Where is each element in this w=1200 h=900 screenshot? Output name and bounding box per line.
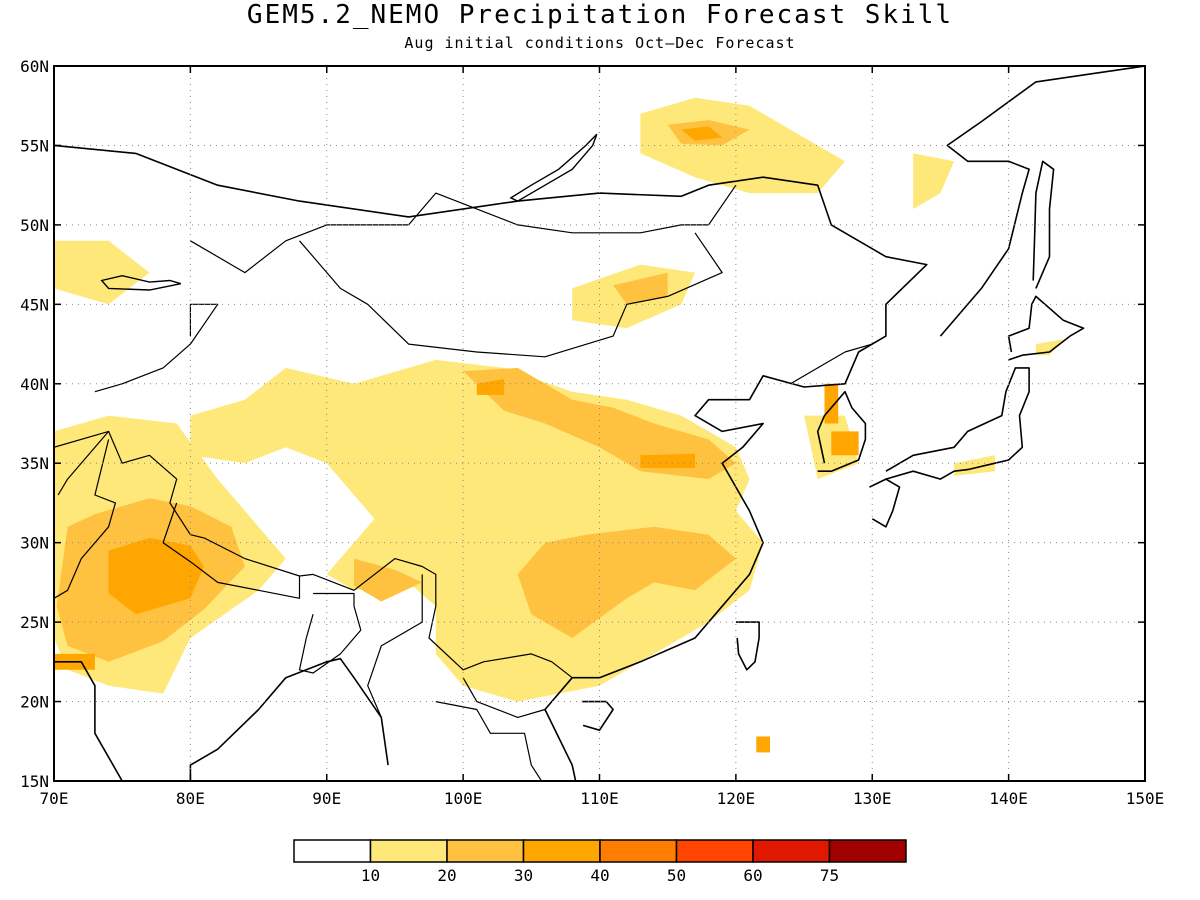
skill-region-darkorange (756, 736, 770, 753)
country-border (162, 502, 301, 599)
lat-tick-label: 35N (20, 454, 49, 473)
skill-region-darkorange (681, 126, 723, 141)
skill-region-orange (463, 367, 736, 480)
coastline (581, 700, 614, 732)
colorbar-label: 50 (667, 866, 686, 885)
lat-tick-label: 40N (20, 375, 49, 394)
colorbar-swatch (446, 839, 525, 863)
lat-tick-label: 30N (20, 534, 49, 553)
lon-tick-label: 70E (40, 789, 69, 808)
coastline (869, 478, 901, 528)
lon-tick-label: 140E (989, 789, 1028, 808)
country-border (367, 574, 423, 718)
country-border (313, 592, 355, 607)
skill-region-darkorange (476, 379, 504, 395)
lat-tick-label: 55N (20, 136, 49, 155)
skill-region-orange (354, 558, 423, 602)
country-border (299, 232, 723, 358)
skill-region-yellow (913, 153, 955, 209)
country-border (54, 439, 117, 599)
skill-region-yellow (640, 97, 845, 194)
coastline (816, 390, 867, 473)
colorbar-label: 10 (361, 866, 380, 885)
map-title: GEM5.2_NEMO Precipitation Forecast Skill (246, 0, 954, 30)
skill-region-orange (613, 272, 668, 305)
colorbar-swatch (369, 839, 448, 863)
colorbar-swatch (675, 839, 754, 863)
country-border (190, 184, 737, 274)
lon-tick-label: 80E (176, 789, 205, 808)
colorbar-swatch (522, 839, 601, 863)
country-border (54, 430, 110, 496)
colorbar-label: 30 (514, 866, 533, 885)
country-border (298, 606, 362, 674)
lon-tick-label: 100E (444, 789, 483, 808)
coastline (1032, 160, 1055, 289)
country-border (462, 677, 546, 719)
map-subtitle: Aug initial conditions Oct–Dec Forecast (404, 34, 796, 52)
coastline (54, 144, 928, 781)
country-border (435, 701, 543, 781)
coastline (54, 657, 389, 781)
coastline (735, 621, 760, 671)
coastline (885, 367, 1030, 480)
colorbar-swatch (293, 839, 372, 863)
colorbar-label: 20 (437, 866, 456, 885)
skill-region-darkorange (108, 537, 204, 615)
lat-tick-label: 25N (20, 613, 49, 632)
country-border (108, 431, 573, 679)
skill-region-yellow (954, 455, 995, 476)
lon-tick-label: 90E (312, 789, 341, 808)
skill-region-darkorange (824, 383, 839, 424)
lat-tick-label: 50N (20, 216, 49, 235)
lake-outline (100, 274, 181, 291)
lon-tick-label: 150E (1126, 789, 1165, 808)
coastlines (54, 66, 1145, 781)
lon-tick-label: 110E (580, 789, 619, 808)
skill-region-orange (517, 526, 736, 638)
lat-tick-label: 60N (20, 57, 49, 76)
skill-shading (54, 97, 1064, 753)
colorbar: 10 20 30 40 50 60 75 (293, 839, 907, 885)
colorbar-swatch (828, 839, 907, 863)
lon-tick-label: 130E (853, 789, 892, 808)
skill-region-darkorange (640, 453, 695, 468)
lake-outline (509, 133, 598, 202)
skill-region-yellow (1035, 339, 1064, 356)
country-border (94, 303, 219, 393)
skill-region-darkorange (831, 431, 859, 456)
colorbar-label: 75 (820, 866, 839, 885)
country-border (790, 343, 873, 385)
coastline (939, 66, 1145, 337)
axis-ticks: 70E 80E 90E 100E 110E 120E 130E 140E 150E 15N 20N 2… (20, 57, 1164, 808)
coastline (1007, 295, 1085, 361)
colorbar-swatch (752, 839, 831, 863)
lon-tick-label: 120E (717, 789, 756, 808)
skill-region-yellow (54, 240, 150, 305)
colorbar-label: 40 (590, 866, 609, 885)
lat-tick-label: 20N (20, 693, 49, 712)
lat-tick-label: 45N (20, 295, 49, 314)
colorbar-swatch (599, 839, 678, 863)
colorbar-label: 60 (743, 866, 762, 885)
lat-tick-label: 15N (20, 772, 49, 791)
